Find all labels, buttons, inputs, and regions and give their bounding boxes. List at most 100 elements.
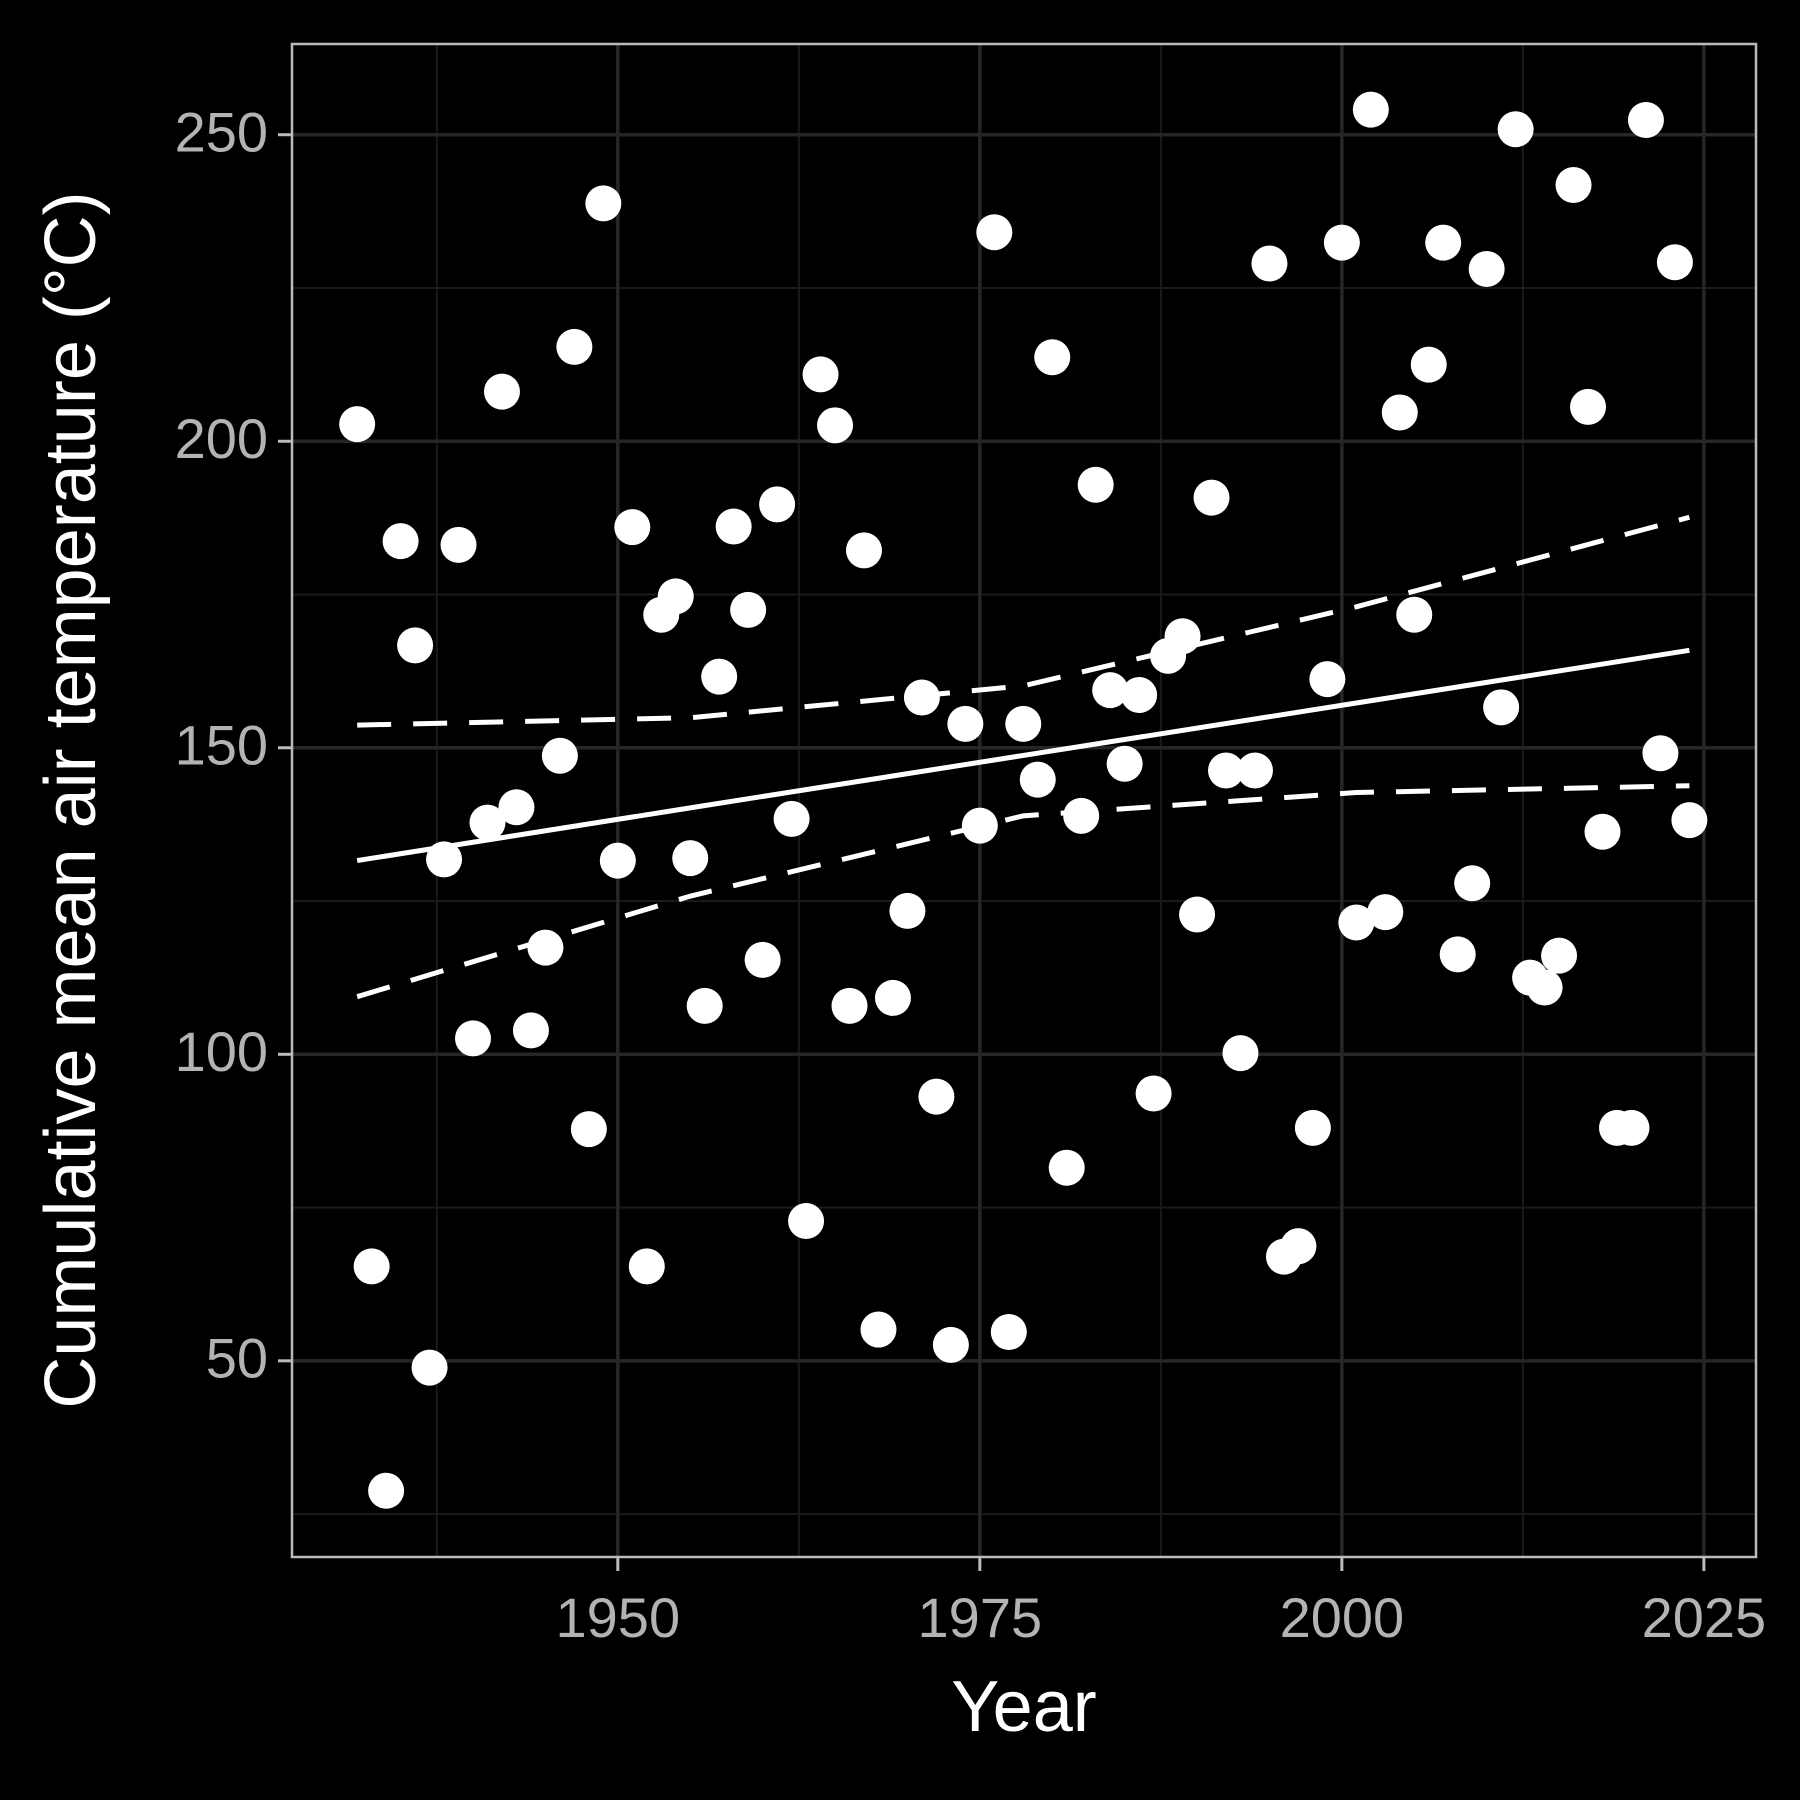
point	[831, 987, 868, 1024]
point	[512, 1012, 549, 1049]
point	[889, 892, 926, 929]
point	[1555, 167, 1592, 204]
y-tick-label: 250	[175, 101, 268, 164]
point	[1077, 466, 1114, 503]
point	[1034, 339, 1071, 376]
point	[947, 705, 984, 742]
point	[1106, 745, 1143, 782]
point	[1468, 250, 1505, 287]
x-tick-label: 1950	[556, 1586, 681, 1649]
point	[1584, 813, 1621, 850]
y-tick-label: 100	[175, 1020, 268, 1083]
point	[1164, 618, 1201, 655]
point	[1541, 937, 1578, 974]
point	[1483, 689, 1520, 726]
point	[1294, 1109, 1331, 1146]
point	[701, 658, 738, 695]
point	[469, 804, 506, 841]
point	[628, 1248, 665, 1285]
point	[1396, 596, 1433, 633]
point	[1092, 672, 1129, 709]
point	[1671, 802, 1708, 839]
point	[1627, 102, 1664, 139]
point	[1121, 677, 1158, 714]
point	[353, 1248, 390, 1285]
point	[1367, 894, 1404, 931]
point	[556, 328, 593, 365]
point	[1454, 865, 1491, 902]
point	[1251, 245, 1288, 282]
point	[541, 737, 578, 774]
point	[339, 406, 376, 443]
y-tick-label: 200	[175, 407, 268, 470]
point	[397, 627, 434, 664]
point	[570, 1111, 607, 1148]
point	[527, 929, 564, 966]
point	[1048, 1149, 1085, 1186]
point	[976, 214, 1013, 251]
point	[1323, 224, 1360, 261]
point	[483, 373, 520, 410]
point	[932, 1326, 969, 1363]
point	[990, 1314, 1027, 1351]
point	[1280, 1228, 1317, 1265]
point	[715, 508, 752, 545]
point	[1135, 1075, 1172, 1112]
point	[1063, 797, 1100, 834]
trend-line	[356, 647, 1690, 864]
point	[1019, 761, 1056, 798]
point	[599, 842, 636, 879]
confidence-bound	[357, 514, 1691, 728]
point	[1208, 752, 1245, 789]
point	[918, 1078, 955, 1115]
x-tick-label: 1975	[918, 1586, 1043, 1649]
point	[1656, 244, 1693, 281]
panel-border	[290, 42, 1758, 1559]
point	[1381, 394, 1418, 431]
point	[455, 1020, 492, 1057]
point	[1338, 904, 1375, 941]
point	[1613, 1109, 1650, 1146]
point	[1439, 936, 1476, 973]
point	[368, 1472, 405, 1509]
point	[1352, 91, 1389, 128]
point	[1570, 388, 1607, 425]
x-tick-label: 2025	[1642, 1586, 1767, 1649]
point	[382, 523, 419, 560]
marks	[339, 91, 1708, 1509]
point	[1179, 896, 1216, 933]
point	[1642, 735, 1679, 772]
point	[759, 486, 796, 523]
y-axis-title: Cumulative mean air temperature (°C)	[31, 191, 111, 1408]
point	[440, 526, 477, 563]
point	[1236, 752, 1273, 789]
point	[411, 1349, 448, 1386]
point	[802, 356, 839, 393]
point	[773, 800, 810, 837]
x-tick-label: 2000	[1280, 1586, 1405, 1649]
point	[1193, 479, 1230, 516]
point	[845, 532, 882, 569]
point	[1410, 346, 1447, 383]
point	[585, 185, 622, 222]
x-axis-title: Year	[951, 1667, 1096, 1747]
point	[788, 1203, 825, 1240]
y-tick-label: 150	[175, 714, 268, 777]
point	[657, 578, 694, 615]
point	[672, 840, 709, 877]
point	[1309, 661, 1346, 698]
point	[1497, 111, 1534, 148]
grid	[292, 44, 1756, 1557]
point	[1222, 1035, 1259, 1072]
point	[817, 407, 854, 444]
point	[860, 1311, 897, 1348]
point	[874, 979, 911, 1016]
point	[730, 591, 767, 628]
confidence-bound	[356, 783, 1690, 1000]
point	[686, 987, 723, 1024]
point	[744, 941, 781, 978]
point	[1526, 969, 1563, 1006]
point	[1005, 705, 1042, 742]
point	[1425, 224, 1462, 261]
